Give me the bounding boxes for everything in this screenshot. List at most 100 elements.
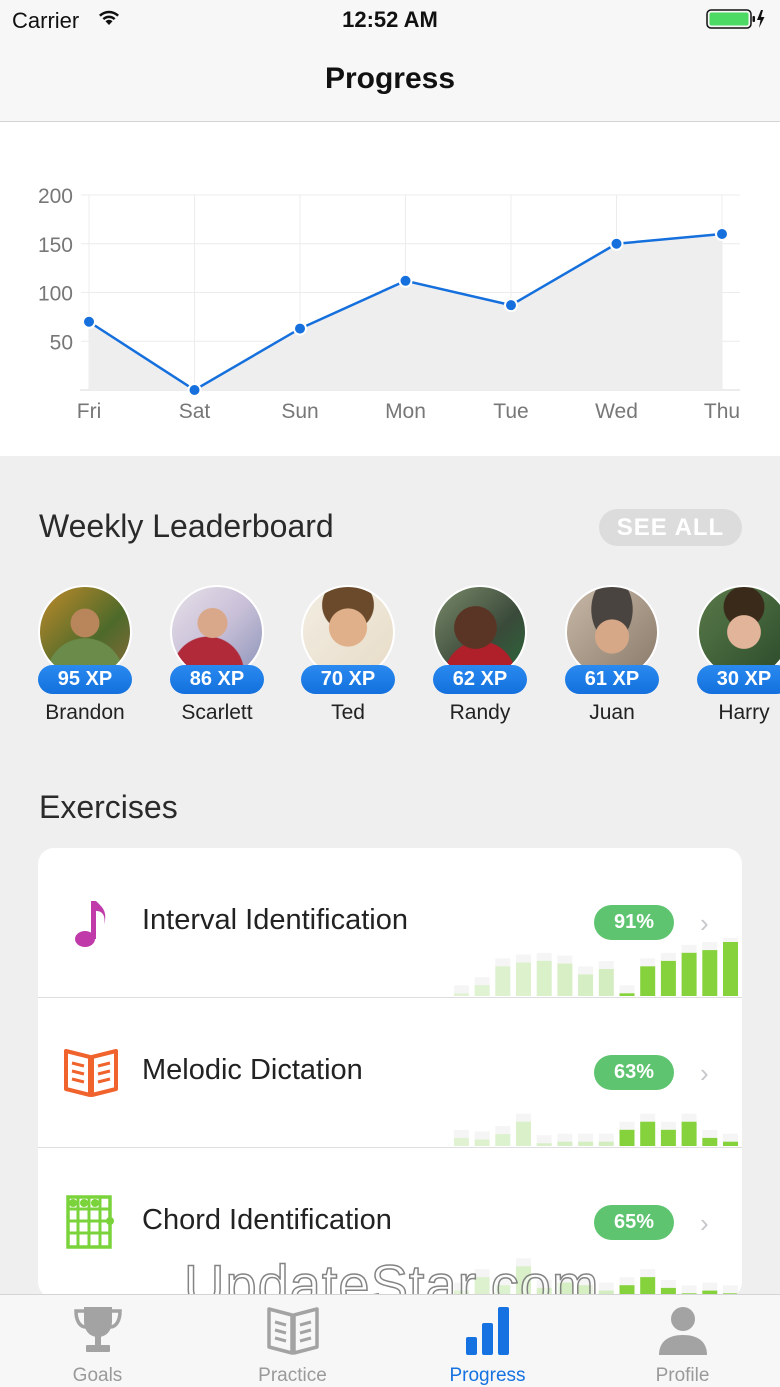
progress-bar	[702, 1290, 718, 1296]
progress-bar	[557, 963, 573, 996]
progress-bar	[578, 974, 594, 996]
row-divider	[38, 1147, 742, 1148]
y-tick-label: 200	[38, 185, 73, 208]
progress-bar	[619, 1285, 635, 1296]
user-name: Juan	[589, 701, 635, 724]
user-name: Randy	[449, 701, 511, 724]
bar-shadow	[578, 1133, 594, 1142]
bar-shadow	[495, 1126, 511, 1135]
progress-bar	[598, 969, 614, 996]
bar-shadow	[681, 1113, 697, 1122]
tab-practice[interactable]: Practice	[195, 1295, 390, 1387]
leaderboard-user[interactable]: 95 XP Brandon	[38, 585, 134, 730]
trophy-icon	[74, 1307, 122, 1352]
chevron-right-icon: ›	[700, 908, 709, 938]
progress-bar	[536, 1287, 552, 1296]
bar-shadow	[660, 1279, 676, 1288]
exercise-row[interactable]: Melodic Dictation 63% ›	[38, 998, 742, 1148]
progress-bars	[453, 938, 738, 996]
data-point	[187, 383, 202, 397]
tab-bar: Goals Practice Progress Profile	[0, 1294, 780, 1387]
xp-badge: 70 XP	[301, 665, 395, 694]
exercise-row[interactable]: Chord Identification 65% ›	[38, 1148, 742, 1298]
bar-shadow	[640, 958, 656, 967]
xp-badge: 30 XP	[697, 665, 780, 694]
leaderboard-user[interactable]: 70 XP Ted	[301, 585, 397, 730]
progress-bar	[640, 1277, 656, 1296]
progress-bar	[474, 985, 490, 996]
progress-bar	[619, 993, 635, 996]
leaderboard-title: Weekly Leaderboard	[39, 508, 334, 544]
progress-bar	[702, 950, 718, 996]
leaderboard-user[interactable]: 61 XP Juan	[565, 585, 661, 730]
row-divider	[38, 997, 742, 998]
leaderboard-user[interactable]: 62 XP Randy	[433, 585, 529, 730]
avatar	[301, 585, 395, 679]
xp-chart-card: 50 100 150 200 Fri Sat Sun Mon Tue Wed Thu	[0, 122, 780, 456]
progress-bar	[516, 1121, 531, 1146]
bar-shadow	[516, 954, 531, 963]
person-icon	[659, 1307, 707, 1355]
tab-profile[interactable]: Profile	[585, 1295, 780, 1387]
progress-bar	[702, 1137, 718, 1146]
bar-shadow	[702, 1282, 718, 1291]
progress-bar	[453, 1290, 469, 1296]
chevron-right-icon: ›	[700, 1058, 709, 1088]
x-tick-label: Wed	[595, 400, 638, 423]
percent-badge: 91%	[594, 905, 674, 940]
chord-chart-icon	[62, 1193, 120, 1251]
series-area	[89, 234, 722, 390]
bar-shadow	[640, 1269, 656, 1278]
xp-badge: 61 XP	[565, 665, 659, 694]
bar-shadow	[619, 1121, 635, 1130]
bar-shadow	[619, 1277, 635, 1286]
bar-shadow	[702, 1129, 718, 1138]
xp-badge: 62 XP	[433, 665, 527, 694]
tab-progress[interactable]: Progress	[390, 1295, 585, 1387]
progress-bar	[474, 1139, 490, 1146]
progress-bar	[474, 1277, 490, 1296]
progress-bar	[578, 1285, 594, 1296]
user-name: Ted	[331, 701, 365, 724]
progress-bar	[598, 1141, 614, 1146]
x-tick-label: Sat	[179, 400, 211, 423]
exercise-row[interactable]: Interval Identification 91% ›	[38, 848, 742, 998]
data-point	[82, 314, 96, 329]
bar-shadow	[660, 952, 676, 961]
tab-goals[interactable]: Goals	[0, 1295, 195, 1387]
bar-shadow	[474, 1131, 490, 1140]
progress-bar	[681, 952, 697, 996]
bar-shadow	[536, 952, 552, 961]
bar-shadow	[702, 942, 718, 951]
bar-shadow	[598, 961, 614, 969]
bar-shadow	[536, 1135, 552, 1144]
bar-shadow	[516, 1113, 531, 1122]
clock-time: 12:52 AM	[342, 7, 438, 32]
progress-bar	[640, 1121, 656, 1146]
bar-shadow	[681, 944, 697, 953]
battery-icon	[706, 8, 766, 35]
book-icon	[62, 1043, 120, 1101]
x-tick-label: Mon	[385, 400, 426, 423]
xp-line-chart: 50 100 150 200 Fri Sat Sun Mon Tue Wed Thu	[38, 185, 740, 423]
progress-bar	[578, 1141, 594, 1146]
see-all-button[interactable]: SEE ALL	[599, 509, 742, 546]
bar-shadow	[598, 1282, 614, 1291]
bar-shadow	[453, 1282, 469, 1291]
exercises-card: Interval Identification 91% › Melodic Di…	[38, 848, 742, 1298]
x-tick-label: Tue	[493, 400, 528, 423]
progress-bar	[557, 1141, 573, 1146]
leaderboard-user[interactable]: 30 XP Harry	[697, 585, 780, 730]
xp-badge: 95 XP	[38, 665, 132, 694]
data-point	[293, 321, 307, 336]
x-tick-label: Sun	[281, 400, 318, 423]
user-name: Scarlett	[181, 701, 253, 724]
progress-bar	[660, 1287, 676, 1296]
leaderboard-user[interactable]: 86 XP Scarlett	[170, 585, 266, 730]
data-point	[715, 227, 729, 241]
user-name: Brandon	[45, 701, 125, 724]
y-tick-label: 150	[38, 234, 73, 257]
tab-label: Practice	[258, 1365, 327, 1386]
progress-bar	[681, 1121, 697, 1146]
data-point	[609, 236, 624, 251]
